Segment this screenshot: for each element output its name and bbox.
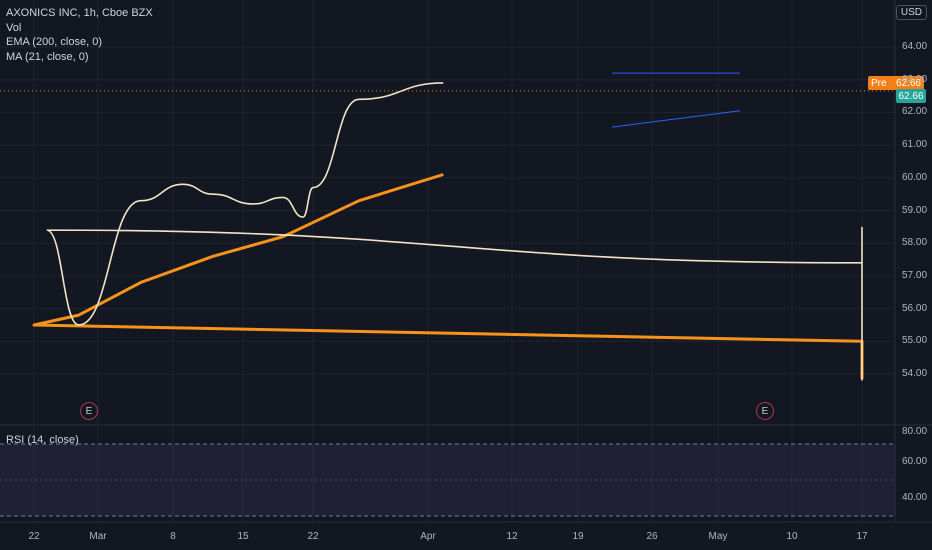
price-axis-tick: 63.00 [902,73,928,85]
price-axis-tick: 64.00 [902,41,928,52]
price-axis-tick: 58.00 [902,237,928,249]
ma-21-line [46,82,863,381]
last-price-tag: 62.66 [896,89,926,103]
rsi-axis-tick: 40.00 [902,492,928,503]
price-axis-tick: 60.00 [902,171,928,183]
currency-label[interactable]: USD [895,5,927,20]
price-axis-tick: 61.00 [902,139,928,151]
time-axis-tick: May [708,531,728,542]
time-axis-tick: 10 [786,531,798,542]
time-axis-tick: 12 [506,531,518,542]
legend-rsi[interactable]: RSI (14, close) [6,434,79,446]
time-axis-tick: Apr [420,531,436,542]
time-axis-tick: 15 [237,531,249,542]
pre-label: Pre [871,77,887,89]
pre-value: 62.66 [895,77,921,89]
time-axis-tick: 22 [307,531,319,542]
price-axis-tick: 55.00 [902,335,928,347]
symbol-title[interactable]: AXONICS INC, 1h, Cboe BZX [6,7,153,19]
chart-legend: AXONICS INC, 1h, Cboe BZX Vol EMA (200, … [6,6,153,64]
time-axis-tick: 19 [572,531,584,542]
time-axis-tick: 22 [28,531,40,542]
legend-ma[interactable]: MA (21, close, 0) [6,50,89,63]
earnings-marker[interactable]: E [80,402,98,420]
legend-vol[interactable]: Vol [6,21,22,34]
price-axis-tick: 59.00 [902,204,928,216]
time-axis-tick: Mar [89,531,107,542]
earnings-marker[interactable]: E [756,402,774,420]
price-axis-tick: 57.00 [902,269,928,281]
time-axis-tick: 8 [170,531,176,542]
time-axis-tick: 17 [856,531,868,542]
channel-lower-line [611,110,741,128]
price-axis-tick: 56.00 [902,302,928,314]
time-axis-tick: 26 [646,531,658,542]
price-axis-tick: 54.00 [902,368,928,379]
price-axis-tick: 62.00 [902,106,928,118]
legend-ema[interactable]: EMA (200, close, 0) [6,36,102,48]
rsi-axis-tick: 80.00 [902,426,928,437]
rsi-axis-tick: 60.00 [902,456,928,467]
premarket-price-tag: Pre 62.66 [868,76,924,90]
